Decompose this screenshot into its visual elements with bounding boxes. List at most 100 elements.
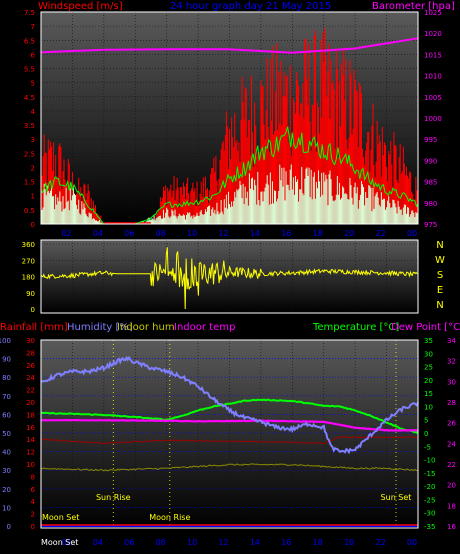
temp-y-tick: 10 [424, 403, 433, 411]
dew-point-axis-title: Dew Point [°C] [391, 322, 460, 333]
temperature-panel-border [40, 339, 419, 529]
wind-y-tick: 1.5 [24, 179, 35, 187]
indoor-temp-y-tick: 26 [447, 420, 456, 428]
indoor-temp-y-tick: 22 [447, 461, 456, 469]
indoor-hum-label: Indoor hum [117, 322, 175, 333]
temp-y-tick: 20 [424, 377, 433, 385]
rain-y-tick: 10 [26, 461, 35, 469]
event-label: Moon Rise [149, 513, 190, 522]
barometer-y-tick: 1010 [424, 73, 442, 81]
temp-y-tick: -15 [424, 470, 435, 478]
barometer-line [40, 37, 419, 54]
barometer-y-tick: 1025 [424, 9, 442, 17]
moon-set-axis-label: Moon Set [41, 538, 78, 547]
barometer-y-tick: 1020 [424, 30, 442, 38]
indoor-temp-line [40, 436, 419, 445]
temperature-series [40, 355, 419, 527]
wind-y-tick: 4 [31, 108, 36, 116]
temp-y-tick: 35 [424, 337, 433, 345]
wind-x-tick: 00 [407, 229, 417, 238]
indoor-temp-y-tick: 24 [447, 440, 456, 448]
wind-y-tick: 5 [31, 80, 35, 88]
humidity-y-tick: 70 [2, 393, 11, 401]
direction-y-tick: 180 [22, 274, 35, 282]
wind-y-tick: 7 [31, 23, 35, 31]
barometer-y-tick: 975 [424, 221, 437, 229]
compass-label: S [437, 270, 443, 281]
rain-y-tick: 20 [26, 399, 35, 407]
dew-point-line [40, 418, 419, 432]
temp-x-tick: 16 [281, 538, 291, 547]
rain-y-tick: 8 [31, 473, 35, 481]
wind-x-tick: 14 [250, 229, 260, 238]
rain-y-tick: 22 [26, 387, 35, 395]
humidity-y-tick: 0 [7, 523, 11, 531]
direction-y-tick: 0 [31, 306, 35, 314]
compass-label: W [435, 255, 445, 266]
humidity-y-tick: 10 [2, 504, 11, 512]
wind-x-tick: 12 [218, 229, 228, 238]
event-label: Sun Rise [96, 493, 131, 502]
wind-x-tick: 06 [124, 229, 134, 238]
temperature-line [40, 398, 419, 435]
humidity-y-tick: 40 [2, 449, 11, 457]
wind-x-tick: 22 [375, 229, 385, 238]
rain-y-tick: 2 [31, 511, 35, 519]
indoor-temp-y-tick: 16 [447, 523, 456, 531]
temp-x-tick: 22 [375, 538, 385, 547]
indoor-temp-label: Indoor temp [174, 322, 235, 333]
humidity-y-tick: 30 [2, 467, 11, 475]
wind-x-tick: 20 [344, 229, 354, 238]
humidity-y-tick: 60 [2, 411, 11, 419]
humidity-axis-title: Humidity [%] [67, 322, 133, 333]
wind-y-tick: 0.5 [24, 207, 35, 215]
wind-y-tick: 4.5 [24, 94, 35, 102]
direction-series [40, 247, 419, 310]
rain-y-tick: 16 [26, 424, 35, 432]
compass-label: E [437, 285, 443, 296]
temp-y-tick: 5 [424, 417, 428, 425]
wind-x-tick: 16 [281, 229, 291, 238]
windspeed-axis-title: Windspeed [m/s] [38, 1, 123, 12]
temp-y-tick: -35 [424, 523, 435, 531]
barometer-y-tick: 1005 [424, 94, 442, 102]
wind-x-tick: 04 [93, 229, 103, 238]
temp-y-tick: -20 [424, 483, 435, 491]
temp-x-tick: 02 [61, 538, 71, 547]
indoor-hum-line [40, 463, 419, 472]
wind-panel-border [40, 11, 419, 225]
wind-x-tick: 02 [61, 229, 71, 238]
humidity-y-tick: 50 [2, 430, 11, 438]
barometer-y-tick: 990 [424, 157, 437, 165]
temp-y-tick: 0 [424, 430, 428, 438]
rain-y-tick: 6 [31, 486, 36, 494]
indoor-temp-y-tick: 18 [447, 502, 456, 510]
wind-y-tick: 6.5 [24, 37, 35, 45]
wind-y-tick: 3.5 [24, 122, 35, 130]
humidity-y-tick: 100 [0, 337, 11, 345]
indoor-temp-y-tick: 34 [447, 337, 456, 345]
temp-y-tick: -10 [424, 457, 435, 465]
humidity-line [40, 355, 419, 455]
temp-y-tick: -25 [424, 496, 435, 504]
temp-y-tick: -30 [424, 510, 435, 518]
barometer-axis-title: Barometer [hpa] [372, 1, 455, 12]
rain-y-tick: 24 [26, 374, 35, 382]
barometer-y-tick: 985 [424, 179, 437, 187]
humidity-y-tick: 90 [2, 356, 11, 364]
direction-y-tick: 270 [22, 257, 35, 265]
temp-x-tick: 12 [218, 538, 228, 547]
rain-y-tick: 28 [26, 349, 35, 357]
rain-y-tick: 14 [26, 436, 35, 444]
indoor-temp-y-tick: 28 [447, 399, 456, 407]
rain-y-tick: 4 [31, 498, 36, 506]
barometer-y-tick: 995 [424, 136, 437, 144]
temp-y-tick: 15 [424, 390, 433, 398]
barometer-y-tick: 980 [424, 200, 437, 208]
barometer-y-tick: 1000 [424, 115, 442, 123]
graph-title: 24 hour graph day 21 May 2015 [170, 1, 331, 12]
direction-y-tick: 360 [22, 241, 35, 249]
temperature-axis-title: Temperature [°C] [312, 322, 399, 333]
temp-x-tick: 00 [407, 538, 417, 547]
